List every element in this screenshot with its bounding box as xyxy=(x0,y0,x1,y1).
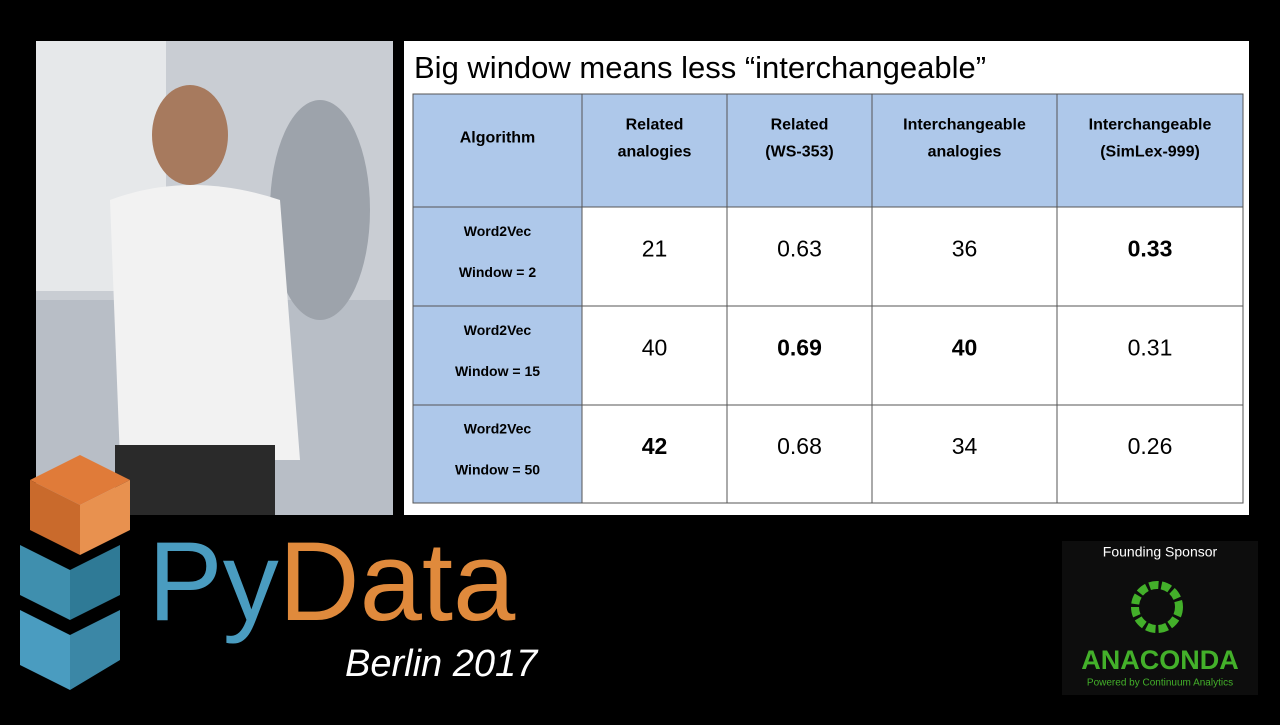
table: Algorithm Related analogies Related (WS-353)… xyxy=(412,93,1244,504)
cell-value: 0.63 xyxy=(777,236,822,262)
row-label-cell xyxy=(412,305,583,406)
cell-value: 21 xyxy=(642,236,668,262)
event-name: Berlin 2017 xyxy=(345,643,539,685)
pydata-logo-icon xyxy=(20,455,130,690)
cell-value: 40 xyxy=(952,335,978,361)
row-label: Word2Vec xyxy=(464,421,532,437)
row-label: Word2Vec xyxy=(464,322,532,338)
cell-value: 0.68 xyxy=(777,433,822,459)
header-text: Algorithm xyxy=(460,130,536,147)
cell-value: 0.69 xyxy=(777,335,822,361)
row-label: Window = 2 xyxy=(459,264,536,280)
header-text: analogies xyxy=(618,144,692,161)
cell-value: 42 xyxy=(642,433,668,459)
table-cell xyxy=(726,305,873,406)
sponsor-box xyxy=(1062,541,1258,695)
header-cell xyxy=(581,93,728,208)
anaconda-icon xyxy=(1131,581,1183,633)
row-label: Window = 15 xyxy=(455,363,540,379)
table-cell xyxy=(1056,404,1244,504)
slide-title: Big window means less “interchangeable” xyxy=(414,50,986,85)
header-text: Interchangeable xyxy=(1089,117,1212,134)
table-cell xyxy=(726,206,873,307)
table-cell xyxy=(581,404,728,504)
cell-value: 0.26 xyxy=(1128,433,1173,459)
table-cell xyxy=(726,404,873,504)
table-cell xyxy=(871,305,1058,406)
cell-value: 40 xyxy=(642,335,668,361)
cell-value: 36 xyxy=(952,236,978,262)
header-text: analogies xyxy=(928,144,1002,161)
header-cell xyxy=(1056,93,1244,208)
header-text: Related xyxy=(771,117,829,134)
speaker-photo xyxy=(36,41,393,515)
header-text: Interchangeable xyxy=(903,117,1026,134)
row-label: Word2Vec xyxy=(464,223,532,239)
row-label-cell xyxy=(412,404,583,504)
sponsor-heading: Founding Sponsor xyxy=(1103,544,1218,560)
pydata-logo: PyData xyxy=(148,519,516,644)
header-cell xyxy=(412,93,583,208)
cell-value: 0.33 xyxy=(1128,236,1173,262)
row-label-cell xyxy=(412,206,583,307)
sponsor-name: ANACONDA xyxy=(1081,645,1239,675)
cell-value: 0.31 xyxy=(1128,335,1173,361)
header-text: (WS-353) xyxy=(765,144,833,161)
sponsor-tagline: Powered by Continuum Analytics xyxy=(1087,678,1233,689)
cell-value: 34 xyxy=(952,433,978,459)
table-cell xyxy=(1056,305,1244,406)
header-text: (SimLex-999) xyxy=(1100,144,1200,161)
header-text: Related xyxy=(626,117,684,134)
table-cell xyxy=(1056,206,1244,307)
table-cell xyxy=(871,404,1058,504)
table-cell xyxy=(581,305,728,406)
table-cell xyxy=(581,206,728,307)
row-label: Window = 50 xyxy=(455,462,540,478)
